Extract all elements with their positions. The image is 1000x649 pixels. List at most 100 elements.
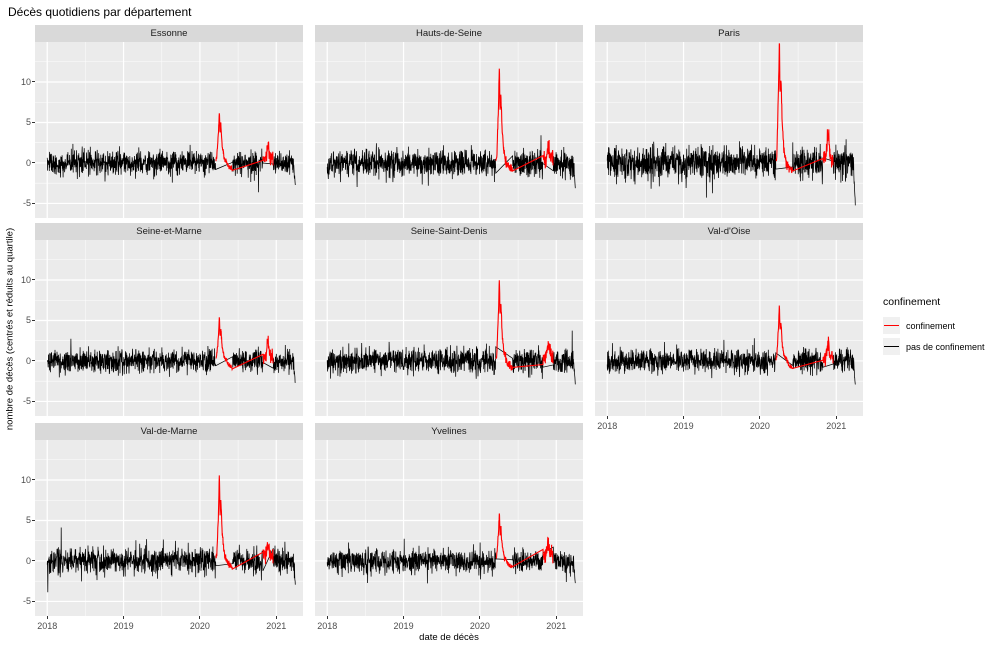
y-tick-mark <box>32 279 35 281</box>
facet-title: Seine-et-Marne <box>136 226 202 237</box>
y-tick-mark <box>32 121 35 123</box>
x-tick-mark <box>199 616 201 619</box>
y-tick-mark <box>32 319 35 321</box>
x-tick-label: 2018 <box>317 621 338 631</box>
facet-title: Val-de-Marne <box>140 426 198 437</box>
series-confinement <box>775 43 834 174</box>
series-confinement <box>215 113 274 172</box>
x-tick-mark <box>326 616 328 619</box>
facet-strip-essonne: Essonne <box>35 25 303 42</box>
x-tick-label: 2018 <box>37 621 58 631</box>
legend-key-box <box>883 338 900 355</box>
y-tick-label: -5 <box>22 198 31 209</box>
x-tick-mark <box>123 616 125 619</box>
x-tick-mark <box>683 416 685 419</box>
red-line-swatch <box>884 325 899 327</box>
series-confinement <box>495 68 554 172</box>
facet-strip-yvelines: Yvelines <box>315 423 583 440</box>
x-tick-mark <box>606 416 608 419</box>
facet-panel-hauts-de-seine <box>315 42 583 218</box>
x-tick-mark <box>403 616 405 619</box>
x-tick-label: 2018 <box>597 421 618 431</box>
series-pas-de-confinement <box>606 338 856 385</box>
series-pas-de-confinement <box>326 538 576 584</box>
x-tick-label: 2020 <box>469 621 490 631</box>
series-pas-de-confinement <box>46 143 296 193</box>
facet-panel-yvelines <box>315 440 583 616</box>
x-tick-mark <box>275 616 277 619</box>
y-tick-mark <box>32 81 35 83</box>
series-confinement <box>215 317 274 372</box>
facet-title: Seine-Saint-Denis <box>410 226 488 237</box>
legend-item-label: confinement <box>906 320 956 331</box>
y-tick-label: 0 <box>25 355 31 366</box>
facet-panel-paris <box>595 42 863 218</box>
y-tick-label: -5 <box>22 596 31 607</box>
legend-key-box <box>883 317 900 334</box>
legend: confinement confinement pas de confineme… <box>883 296 985 359</box>
facet-title: Paris <box>718 28 740 39</box>
x-tick-label: 2020 <box>189 621 210 631</box>
facet-title: Val-d'Oise <box>707 226 751 237</box>
y-tick-mark <box>32 400 35 402</box>
x-tick-label: 2021 <box>546 621 567 631</box>
series-confinement <box>495 513 554 569</box>
facet-title: Yvelines <box>431 426 467 437</box>
x-axis-title: date de décès <box>419 632 479 643</box>
facet-strip-seine-saint-denis: Seine-Saint-Denis <box>315 223 583 240</box>
series-pas-de-confinement <box>326 135 576 189</box>
facet-panel-essonne <box>35 42 303 218</box>
x-tick-label: 2020 <box>749 421 770 431</box>
y-tick-mark <box>32 519 35 521</box>
black-line-swatch <box>884 346 899 348</box>
facet-panel-val-de-marne <box>35 440 303 616</box>
x-tick-label: 2019 <box>673 421 694 431</box>
y-tick-label: -5 <box>22 396 31 407</box>
series-confinement <box>215 475 274 570</box>
x-tick-label: 2021 <box>266 621 287 631</box>
y-tick-label: 10 <box>20 474 31 485</box>
y-tick-mark <box>32 162 35 164</box>
series-confinement <box>495 280 554 371</box>
x-tick-mark <box>835 416 837 419</box>
legend-item-confinement: confinement <box>883 317 985 334</box>
facet-title: Hauts-de-Seine <box>415 28 482 39</box>
facet-title: Essonne <box>150 28 188 39</box>
facet-strip-seine-et-marne: Seine-et-Marne <box>35 223 303 240</box>
x-tick-mark <box>46 616 48 619</box>
series-pas-de-confinement <box>326 330 576 385</box>
facet-panel-seine-saint-denis <box>315 240 583 416</box>
y-tick-label: 10 <box>20 76 31 87</box>
facet-strip-hauts-de-seine: Hauts-de-Seine <box>315 25 583 42</box>
legend-item-label: pas de confinement <box>906 341 985 352</box>
series-pas-de-confinement <box>47 338 296 384</box>
x-tick-mark <box>759 416 761 419</box>
y-tick-label: 0 <box>25 555 31 566</box>
facet-panel-val-d-oise <box>595 240 863 416</box>
legend-item-pas-de-confinement: pas de confinement <box>883 338 985 355</box>
series-confinement <box>775 305 834 370</box>
y-tick-mark <box>32 360 35 362</box>
x-tick-label: 2019 <box>113 621 134 631</box>
y-tick-mark <box>32 600 35 602</box>
series-pas-de-confinement <box>46 527 296 593</box>
y-tick-mark <box>32 202 35 204</box>
facet-strip-val-de-marne: Val-de-Marne <box>35 423 303 440</box>
facet-strip-val-d-oise: Val-d'Oise <box>595 223 863 240</box>
y-tick-mark <box>32 479 35 481</box>
y-tick-label: 5 <box>25 515 31 526</box>
y-tick-label: 5 <box>25 315 31 326</box>
facet-strip-paris: Paris <box>595 25 863 42</box>
y-tick-label: 5 <box>25 117 31 128</box>
y-tick-mark <box>32 560 35 562</box>
chart-title: Décès quotidiens par département <box>8 5 192 19</box>
facet-panel-seine-et-marne <box>35 240 303 416</box>
legend-title: confinement <box>883 296 941 308</box>
x-tick-mark <box>555 616 557 619</box>
series-pas-de-confinement <box>606 139 856 206</box>
x-tick-label: 2021 <box>826 421 847 431</box>
x-tick-label: 2019 <box>393 621 414 631</box>
x-tick-mark <box>479 616 481 619</box>
y-tick-label: 0 <box>25 157 31 168</box>
